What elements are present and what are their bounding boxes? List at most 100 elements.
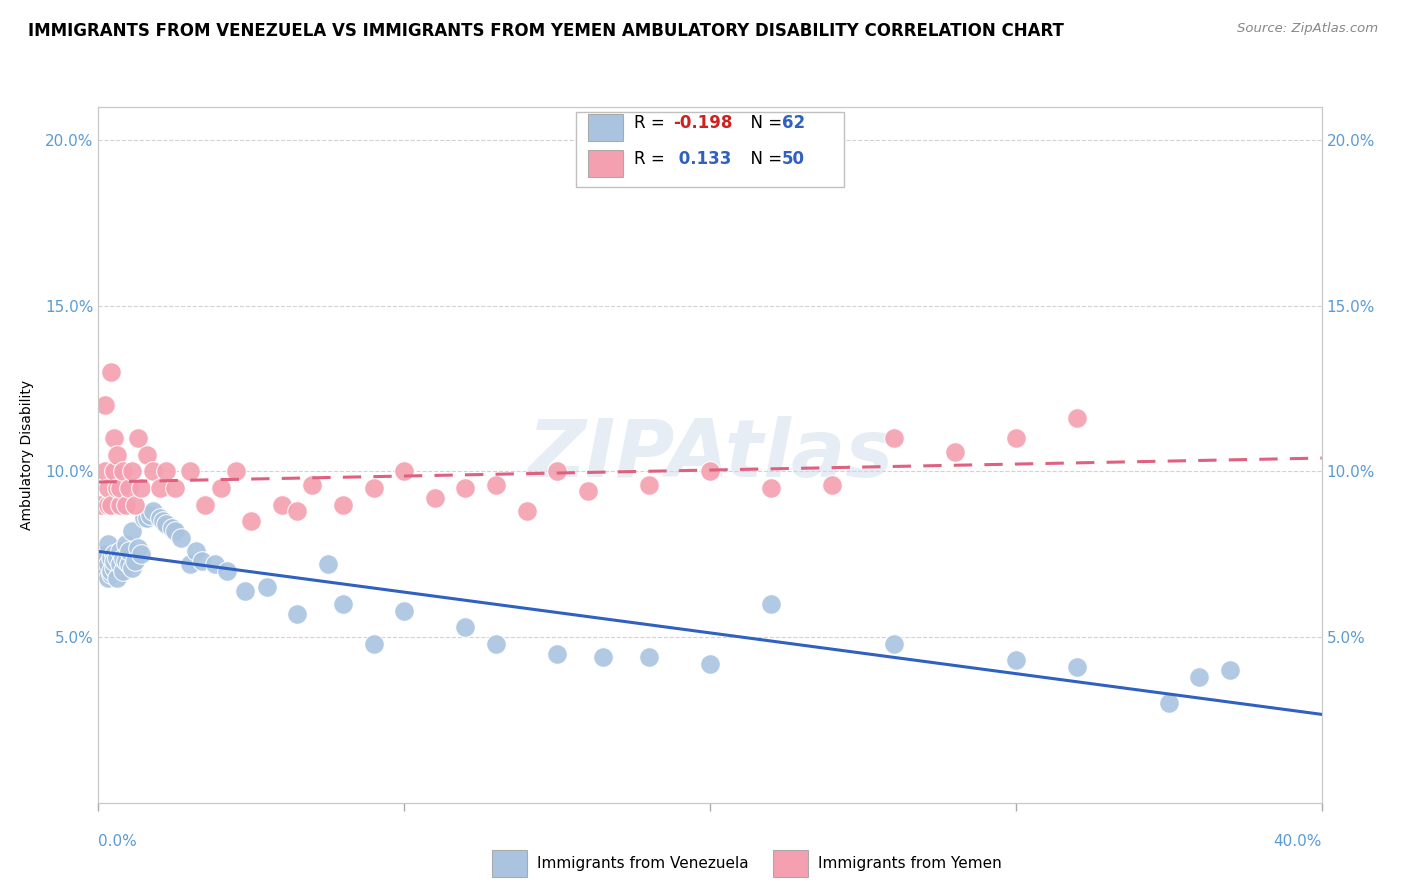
Point bbox=[699, 657, 721, 671]
Point bbox=[1219, 663, 1241, 677]
Point bbox=[270, 498, 292, 512]
Text: 40.0%: 40.0% bbox=[1274, 834, 1322, 849]
Point bbox=[163, 481, 186, 495]
Point bbox=[332, 498, 354, 512]
Point bbox=[285, 504, 308, 518]
Point bbox=[149, 511, 172, 525]
Point bbox=[149, 481, 172, 495]
Point bbox=[108, 558, 131, 572]
Point bbox=[139, 508, 162, 522]
Point bbox=[105, 550, 128, 565]
Point bbox=[160, 521, 183, 535]
Point bbox=[883, 637, 905, 651]
Point bbox=[108, 544, 131, 558]
Point bbox=[1188, 670, 1211, 684]
Point bbox=[204, 558, 226, 572]
Point bbox=[127, 541, 149, 555]
Text: Immigrants from Venezuela: Immigrants from Venezuela bbox=[537, 856, 749, 871]
Point bbox=[97, 570, 120, 584]
Point bbox=[136, 511, 159, 525]
Point bbox=[100, 365, 122, 379]
Point bbox=[191, 554, 214, 568]
Point bbox=[186, 544, 208, 558]
Point bbox=[115, 537, 138, 551]
Point bbox=[105, 481, 128, 495]
Point bbox=[97, 537, 120, 551]
Text: 50: 50 bbox=[782, 150, 804, 168]
Point bbox=[97, 481, 120, 495]
Point bbox=[134, 511, 156, 525]
Point bbox=[392, 465, 416, 479]
Point bbox=[485, 637, 508, 651]
Point bbox=[392, 604, 416, 618]
Point bbox=[121, 524, 143, 538]
Point bbox=[93, 465, 115, 479]
Point bbox=[129, 547, 152, 561]
Point bbox=[1157, 697, 1180, 711]
Point bbox=[516, 504, 538, 518]
Point bbox=[454, 481, 477, 495]
Point bbox=[115, 498, 138, 512]
Point bbox=[240, 514, 263, 528]
Point bbox=[108, 481, 131, 495]
Point bbox=[1004, 431, 1026, 445]
Point bbox=[124, 554, 146, 568]
Point bbox=[142, 504, 165, 518]
Point bbox=[111, 465, 134, 479]
Point bbox=[637, 650, 661, 665]
Point bbox=[1066, 411, 1088, 425]
Point bbox=[90, 558, 112, 572]
Point bbox=[121, 465, 143, 479]
Y-axis label: Ambulatory Disability: Ambulatory Disability bbox=[20, 380, 34, 530]
Point bbox=[97, 498, 120, 512]
Point bbox=[576, 484, 599, 499]
Point bbox=[136, 448, 159, 462]
Point bbox=[118, 558, 141, 572]
Point bbox=[485, 477, 508, 491]
Point bbox=[194, 498, 217, 512]
Point bbox=[93, 564, 115, 578]
Point bbox=[301, 477, 323, 491]
Text: 0.0%: 0.0% bbox=[98, 834, 138, 849]
Point bbox=[152, 514, 174, 528]
Point bbox=[111, 550, 134, 565]
Point bbox=[225, 465, 247, 479]
Point bbox=[209, 481, 232, 495]
Point bbox=[759, 481, 782, 495]
Point bbox=[129, 481, 152, 495]
Point bbox=[170, 531, 193, 545]
Point bbox=[363, 481, 385, 495]
Point bbox=[179, 465, 201, 479]
Point bbox=[103, 431, 125, 445]
Point bbox=[1066, 660, 1088, 674]
Point bbox=[423, 491, 446, 505]
Point bbox=[108, 498, 131, 512]
Text: -0.198: -0.198 bbox=[673, 114, 733, 132]
Point bbox=[821, 477, 844, 491]
Point bbox=[103, 560, 125, 574]
Point bbox=[637, 477, 661, 491]
Point bbox=[127, 431, 149, 445]
Point bbox=[943, 444, 966, 458]
Point bbox=[163, 524, 186, 538]
Text: 62: 62 bbox=[782, 114, 804, 132]
Point bbox=[332, 597, 354, 611]
Point bbox=[118, 544, 141, 558]
Point bbox=[699, 465, 721, 479]
Point bbox=[1004, 653, 1026, 667]
Point bbox=[759, 597, 782, 611]
Text: Source: ZipAtlas.com: Source: ZipAtlas.com bbox=[1237, 22, 1378, 36]
Point bbox=[316, 558, 339, 572]
Point bbox=[100, 498, 122, 512]
Text: R =: R = bbox=[634, 114, 671, 132]
Point bbox=[883, 431, 905, 445]
Text: 0.133: 0.133 bbox=[673, 150, 733, 168]
Text: IMMIGRANTS FROM VENEZUELA VS IMMIGRANTS FROM YEMEN AMBULATORY DISABILITY CORRELA: IMMIGRANTS FROM VENEZUELA VS IMMIGRANTS … bbox=[28, 22, 1064, 40]
Point bbox=[546, 465, 568, 479]
Point bbox=[233, 583, 256, 598]
Point bbox=[285, 607, 308, 621]
Point bbox=[121, 560, 143, 574]
Point bbox=[105, 570, 128, 584]
Point bbox=[592, 650, 614, 665]
Point bbox=[103, 547, 125, 561]
